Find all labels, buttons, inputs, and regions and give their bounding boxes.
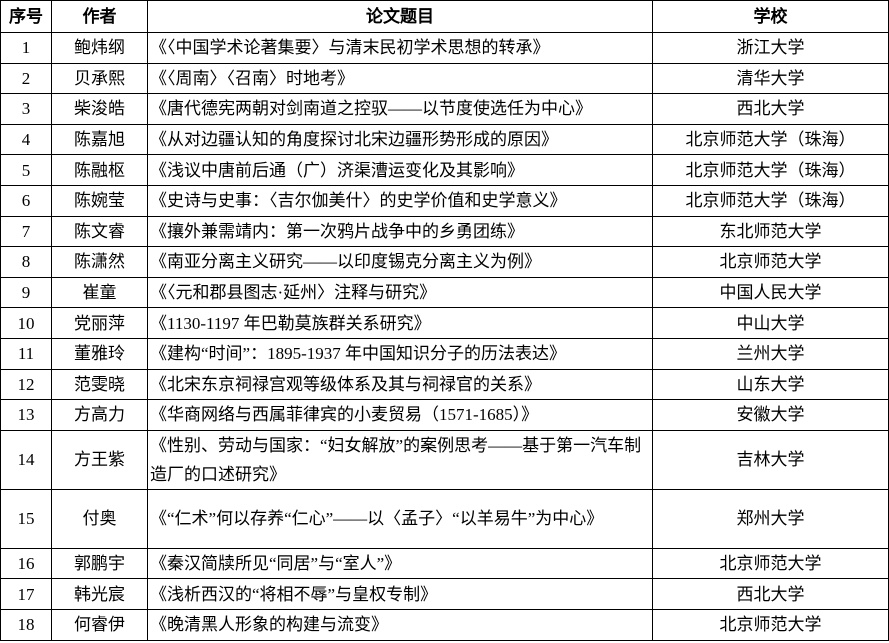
- title-cell: 《从对边疆认知的角度探讨北宋边疆形势形成的原因》: [147, 123, 653, 156]
- school-cell: 山东大学: [652, 368, 889, 401]
- header-row: 序号 作者 论文题目 学校: [0, 0, 889, 33]
- author-cell: 陈潇然: [51, 246, 148, 278]
- row-number: 12: [0, 368, 52, 401]
- table-row: 11 董雅玲 《建构“时间”：1895-1937 年中国知识分子的历法表达》 兰州大学: [0, 337, 889, 370]
- author-cell: 陈融枢: [51, 154, 148, 186]
- title-cell: 《〈周南〉〈召南〉时地考》: [147, 62, 653, 95]
- school-cell: 北京师范大学: [652, 608, 889, 641]
- author-cell: 党丽萍: [51, 307, 148, 339]
- row-number: 18: [0, 608, 52, 641]
- title-cell: 《浅析西汉的“将相不辱”与皇权专制》: [147, 578, 653, 610]
- title-cell: 《唐代德宪两朝对剑南道之控驭——以节度使选任为中心》: [147, 93, 653, 125]
- row-number: 14: [0, 429, 52, 490]
- table-row: 6 陈婉莹 《史诗与史事：〈吉尔伽美什〉的史学价值和史学意义》 北京师范大学（珠海）: [0, 184, 889, 217]
- row-number: 7: [0, 215, 52, 248]
- school-cell: 浙江大学: [652, 32, 889, 64]
- title-cell: 《史诗与史事：〈吉尔伽美什〉的史学价值和史学意义》: [147, 184, 653, 217]
- school-cell: 北京师范大学（珠海）: [652, 123, 889, 156]
- school-cell: 北京师范大学: [652, 547, 889, 580]
- table-row: 5 陈融枢 《浅议中唐前后通（广）济渠漕运变化及其影响》 北京师范大学（珠海）: [0, 154, 889, 186]
- title-cell: 《晚清黑人形象的构建与流变》: [147, 608, 653, 641]
- school-cell: 兰州大学: [652, 337, 889, 370]
- author-cell: 方王紫: [51, 429, 148, 490]
- title-cell: 《“仁术”何以存养“仁心”——以〈孟子〉“以羊易牛”为中心》: [147, 488, 653, 549]
- school-cell: 中山大学: [652, 307, 889, 339]
- author-cell: 鲍炜纲: [51, 32, 148, 64]
- author-cell: 付奥: [51, 488, 148, 549]
- table-row: 4 陈嘉旭 《从对边疆认知的角度探讨北宋边疆形势形成的原因》 北京师范大学（珠海）: [0, 123, 889, 156]
- row-number: 1: [0, 32, 52, 64]
- row-number: 15: [0, 488, 52, 549]
- school-cell: 北京师范大学（珠海）: [652, 184, 889, 217]
- title-cell: 《浅议中唐前后通（广）济渠漕运变化及其影响》: [147, 154, 653, 186]
- title-cell: 《性别、劳动与国家：“妇女解放”的案例思考——基于第一汽车制造厂的口述研究》: [147, 429, 653, 490]
- table-row: 8 陈潇然 《南亚分离主义研究——以印度锡克分离主义为例》 北京师范大学: [0, 246, 889, 278]
- table-row: 3 柴浚皓 《唐代德宪两朝对剑南道之控驭——以节度使选任为中心》 西北大学: [0, 93, 889, 125]
- table-row: 1 鲍炜纲 《〈中国学术论著集要〉与清末民初学术思想的转承》 浙江大学: [0, 32, 889, 64]
- row-number: 10: [0, 307, 52, 339]
- title-cell: 《南亚分离主义研究——以印度锡克分离主义为例》: [147, 246, 653, 278]
- row-number: 13: [0, 399, 52, 431]
- title-cell: 《攘外兼需靖内：第一次鸦片战争中的乡勇团练》: [147, 215, 653, 248]
- table-row: 13 方高力 《华商网络与西属菲律宾的小麦贸易（1571-1685）》 安徽大学: [0, 399, 889, 431]
- title-cell: 《华商网络与西属菲律宾的小麦贸易（1571-1685）》: [147, 399, 653, 431]
- row-number: 4: [0, 123, 52, 156]
- school-cell: 北京师范大学（珠海）: [652, 154, 889, 186]
- table-row: 10 党丽萍 《1130-1197 年巴勒莫族群关系研究》 中山大学: [0, 307, 889, 339]
- row-number: 16: [0, 547, 52, 580]
- header-school: 学校: [652, 0, 889, 33]
- author-cell: 崔童: [51, 276, 148, 309]
- row-number: 11: [0, 337, 52, 370]
- header-title: 论文题目: [147, 0, 653, 33]
- row-number: 17: [0, 578, 52, 610]
- author-cell: 柴浚皓: [51, 93, 148, 125]
- title-cell: 《〈中国学术论著集要〉与清末民初学术思想的转承》: [147, 32, 653, 64]
- row-number: 2: [0, 62, 52, 95]
- table-row: 18 何睿伊 《晚清黑人形象的构建与流变》 北京师范大学: [0, 608, 889, 641]
- table-row: 14 方王紫 《性别、劳动与国家：“妇女解放”的案例思考——基于第一汽车制造厂的口述…: [0, 429, 889, 490]
- table-row: 9 崔童 《〈元和郡县图志·延州〉注释与研究》 中国人民大学: [0, 276, 889, 309]
- author-cell: 何睿伊: [51, 608, 148, 641]
- school-cell: 清华大学: [652, 62, 889, 95]
- author-cell: 董雅玲: [51, 337, 148, 370]
- author-cell: 陈嘉旭: [51, 123, 148, 156]
- author-cell: 陈文睿: [51, 215, 148, 248]
- title-cell: 《秦汉简牍所见“同居”与“室人”》: [147, 547, 653, 580]
- school-cell: 北京师范大学: [652, 246, 889, 278]
- title-cell: 《建构“时间”：1895-1937 年中国知识分子的历法表达》: [147, 337, 653, 370]
- table-row: 15 付奥 《“仁术”何以存养“仁心”——以〈孟子〉“以羊易牛”为中心》 郑州大学: [0, 488, 889, 549]
- school-cell: 西北大学: [652, 93, 889, 125]
- author-cell: 陈婉莹: [51, 184, 148, 217]
- title-cell: 《〈元和郡县图志·延州〉注释与研究》: [147, 276, 653, 309]
- author-cell: 郭鹏宇: [51, 547, 148, 580]
- row-number: 5: [0, 154, 52, 186]
- school-cell: 郑州大学: [652, 488, 889, 549]
- table-row: 16 郭鹏宇 《秦汉简牍所见“同居”与“室人”》 北京师范大学: [0, 547, 889, 580]
- header-author: 作者: [51, 0, 148, 33]
- author-cell: 韩光宸: [51, 578, 148, 610]
- school-cell: 西北大学: [652, 578, 889, 610]
- table-row: 2 贝承熙 《〈周南〉〈召南〉时地考》 清华大学: [0, 62, 889, 95]
- school-cell: 吉林大学: [652, 429, 889, 490]
- row-number: 3: [0, 93, 52, 125]
- title-cell: 《1130-1197 年巴勒莫族群关系研究》: [147, 307, 653, 339]
- row-number: 6: [0, 184, 52, 217]
- author-cell: 方高力: [51, 399, 148, 431]
- school-cell: 中国人民大学: [652, 276, 889, 309]
- row-number: 8: [0, 246, 52, 278]
- title-cell: 《北宋东京祠禄宫观等级体系及其与祠禄官的关系》: [147, 368, 653, 401]
- table-row: 17 韩光宸 《浅析西汉的“将相不辱”与皇权专制》 西北大学: [0, 578, 889, 610]
- table-row: 7 陈文睿 《攘外兼需靖内：第一次鸦片战争中的乡勇团练》 东北师范大学: [0, 215, 889, 248]
- school-cell: 东北师范大学: [652, 215, 889, 248]
- table-row: 12 范雯晓 《北宋东京祠禄宫观等级体系及其与祠禄官的关系》 山东大学: [0, 368, 889, 401]
- author-cell: 范雯晓: [51, 368, 148, 401]
- header-no: 序号: [0, 0, 52, 33]
- row-number: 9: [0, 276, 52, 309]
- school-cell: 安徽大学: [652, 399, 889, 431]
- author-cell: 贝承熙: [51, 62, 148, 95]
